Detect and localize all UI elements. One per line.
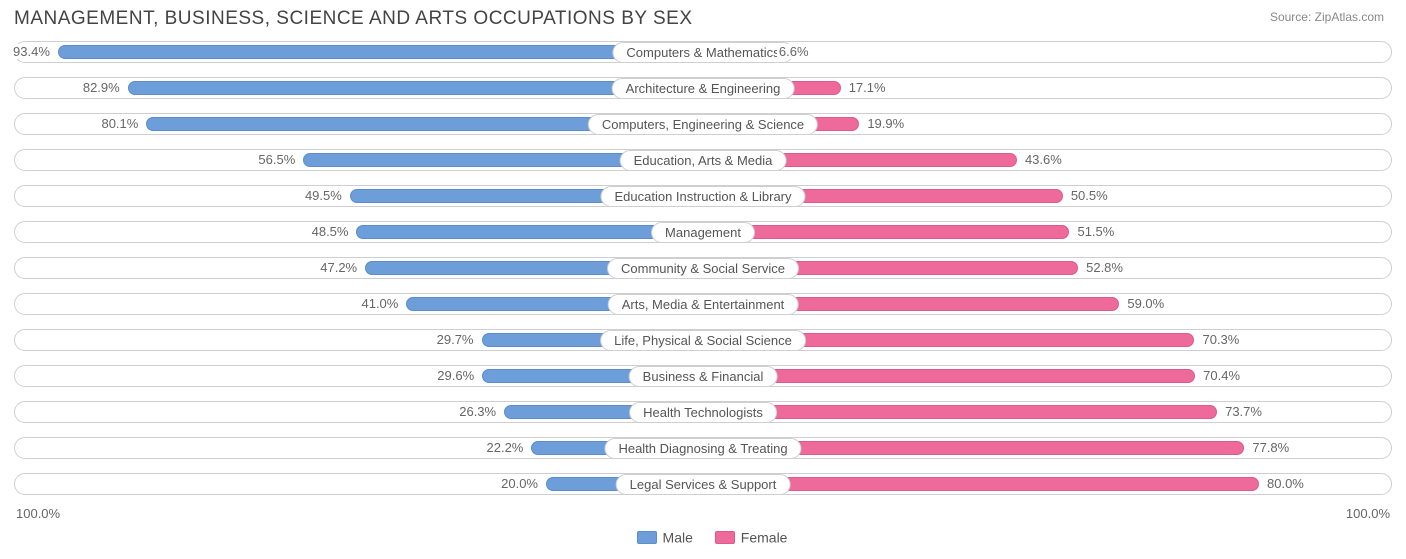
chart-row: 20.0% 80.0% Legal Services & Support bbox=[14, 468, 1392, 501]
female-value: 17.1% bbox=[847, 80, 888, 95]
male-value: 48.5% bbox=[310, 224, 351, 239]
legend: Male Female bbox=[14, 528, 1392, 545]
chart-row: 47.2% 52.8% Community & Social Service bbox=[14, 252, 1392, 285]
male-value: 20.0% bbox=[499, 476, 540, 491]
legend-female-label: Female bbox=[741, 529, 788, 545]
female-bar bbox=[727, 225, 1069, 239]
chart-title: MANAGEMENT, BUSINESS, SCIENCE AND ARTS O… bbox=[14, 8, 1392, 30]
category-label: Community & Social Service bbox=[607, 258, 799, 279]
female-bar bbox=[727, 405, 1217, 419]
female-value: 52.8% bbox=[1084, 260, 1125, 275]
chart-row: 29.7% 70.3% Life, Physical & Social Scienc… bbox=[14, 324, 1392, 357]
female-value: 73.7% bbox=[1223, 404, 1264, 419]
female-value: 19.9% bbox=[865, 116, 906, 131]
male-value: 26.3% bbox=[457, 404, 498, 419]
chart-row: 49.5% 50.5% Education Instruction & Librar… bbox=[14, 180, 1392, 213]
male-value: 82.9% bbox=[81, 80, 122, 95]
category-label: Arts, Media & Entertainment bbox=[608, 294, 799, 315]
source-label: Source: ZipAtlas.com bbox=[1270, 10, 1384, 24]
x-axis: 100.0% 100.0% bbox=[14, 504, 1392, 524]
chart-row: 93.4% 6.6%Computers & Mathematics bbox=[14, 36, 1392, 69]
category-label: Education, Arts & Media bbox=[620, 150, 787, 171]
category-label: Health Diagnosing & Treating bbox=[604, 438, 801, 459]
chart-row: 26.3% 73.7% Health Technologists bbox=[14, 396, 1392, 429]
chart-row: 22.2% 77.8% Health Diagnosing & Treating bbox=[14, 432, 1392, 465]
chart-row: 82.9% 17.1% Architecture & Engineering bbox=[14, 72, 1392, 105]
male-value: 29.6% bbox=[435, 368, 476, 383]
category-label: Computers & Mathematics bbox=[612, 42, 793, 63]
male-value: 22.2% bbox=[485, 440, 526, 455]
female-value: 59.0% bbox=[1125, 296, 1166, 311]
male-value: 56.5% bbox=[256, 152, 297, 167]
axis-right-label: 100.0% bbox=[1346, 506, 1390, 521]
category-label: Management bbox=[651, 222, 755, 243]
chart-row: 56.5% 43.6% Education, Arts & Media bbox=[14, 144, 1392, 177]
male-bar bbox=[128, 81, 679, 95]
category-label: Business & Financial bbox=[629, 366, 778, 387]
male-bar bbox=[58, 45, 679, 59]
female-value: 77.8% bbox=[1250, 440, 1291, 455]
female-value: 51.5% bbox=[1075, 224, 1116, 239]
male-bar bbox=[356, 225, 679, 239]
axis-left-label: 100.0% bbox=[16, 506, 60, 521]
male-value: 47.2% bbox=[318, 260, 359, 275]
chart-row: 41.0% 59.0% Arts, Media & Entertainment bbox=[14, 288, 1392, 321]
chart-row: 48.5% 51.5% Management bbox=[14, 216, 1392, 249]
category-label: Architecture & Engineering bbox=[612, 78, 795, 99]
female-value: 50.5% bbox=[1069, 188, 1110, 203]
female-value: 6.6% bbox=[777, 44, 811, 59]
male-value: 80.1% bbox=[99, 116, 140, 131]
female-bar bbox=[727, 441, 1244, 455]
male-value: 41.0% bbox=[359, 296, 400, 311]
category-label: Legal Services & Support bbox=[616, 474, 791, 495]
female-value: 70.3% bbox=[1200, 332, 1241, 347]
category-label: Life, Physical & Social Science bbox=[600, 330, 806, 351]
female-bar bbox=[727, 369, 1195, 383]
male-swatch bbox=[637, 531, 657, 544]
male-value: 93.4% bbox=[11, 44, 52, 59]
category-label: Computers, Engineering & Science bbox=[588, 114, 818, 135]
chart-row: 29.6% 70.4% Business & Financial bbox=[14, 360, 1392, 393]
chart-row: 80.1% 19.9% Computers, Engineering & Scien… bbox=[14, 108, 1392, 141]
category-label: Education Instruction & Library bbox=[600, 186, 805, 207]
diverging-bar-chart: 93.4% 6.6%Computers & Mathematics 82.9% 17.… bbox=[14, 36, 1392, 501]
female-value: 43.6% bbox=[1023, 152, 1064, 167]
category-label: Health Technologists bbox=[629, 402, 777, 423]
female-value: 70.4% bbox=[1201, 368, 1242, 383]
female-bar bbox=[727, 477, 1259, 491]
legend-male-label: Male bbox=[663, 529, 693, 545]
male-value: 29.7% bbox=[435, 332, 476, 347]
female-swatch bbox=[715, 531, 735, 544]
male-value: 49.5% bbox=[303, 188, 344, 203]
female-value: 80.0% bbox=[1265, 476, 1306, 491]
